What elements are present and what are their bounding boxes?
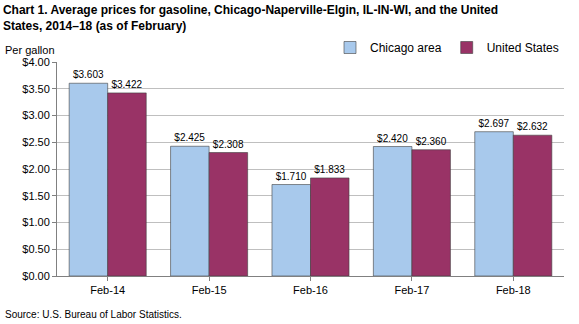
svg-text:Feb-15: Feb-15 [192,284,227,296]
svg-text:$0.00: $0.00 [22,270,50,282]
svg-text:$1.710: $1.710 [276,171,307,182]
svg-text:$2.420: $2.420 [377,133,408,144]
svg-text:Feb-16: Feb-16 [293,284,328,296]
svg-text:$2.632: $2.632 [517,121,548,132]
svg-text:$3.603: $3.603 [73,69,104,80]
svg-text:$2.697: $2.697 [479,118,510,129]
svg-text:Per gallon: Per gallon [5,44,55,56]
svg-text:$2.00: $2.00 [22,163,50,175]
svg-text:Feb-14: Feb-14 [90,284,125,296]
svg-text:Feb-18: Feb-18 [496,284,531,296]
svg-text:$2.50: $2.50 [22,136,50,148]
svg-text:$4.00: $4.00 [22,56,50,68]
svg-text:Chicago area: Chicago area [370,41,442,55]
svg-text:$1.833: $1.833 [314,164,345,175]
svg-text:$2.425: $2.425 [174,132,205,143]
svg-text:$3.422: $3.422 [111,79,142,90]
svg-text:$0.50: $0.50 [22,243,50,255]
svg-text:$1.50: $1.50 [22,190,50,202]
svg-text:$2.308: $2.308 [213,139,244,150]
svg-text:Chart 1. Average prices for ga: Chart 1. Average prices for gasoline, Ch… [3,3,498,33]
svg-text:$1.00: $1.00 [22,216,50,228]
svg-text:Feb-17: Feb-17 [394,284,429,296]
svg-text:United States: United States [487,41,559,55]
svg-text:Source: U.S. Bureau of Labor S: Source: U.S. Bureau of Labor Statistics. [5,309,182,320]
svg-text:$3.00: $3.00 [22,109,50,121]
svg-text:$2.360: $2.360 [416,136,447,147]
svg-text:$3.50: $3.50 [22,83,50,95]
